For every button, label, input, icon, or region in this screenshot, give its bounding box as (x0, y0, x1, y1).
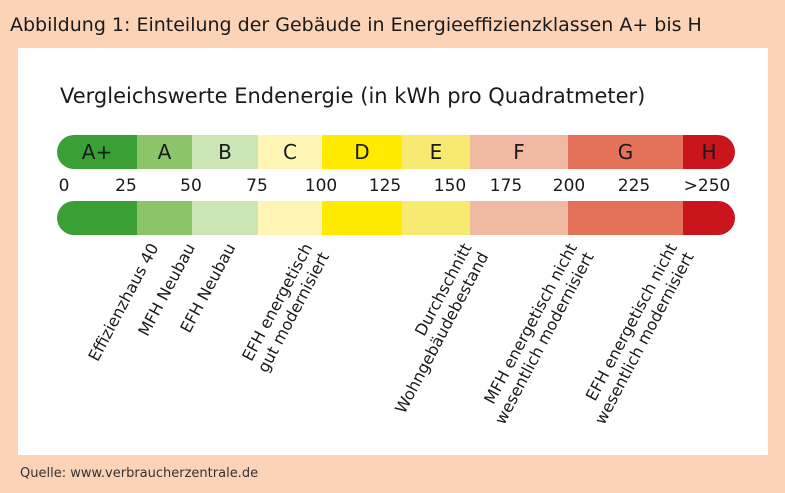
class-segment-d (322, 135, 402, 169)
energy-class-bar-top: A+ A B C D E F G H (57, 135, 735, 169)
scale-tick-label: 175 (489, 176, 523, 196)
class-segment-g (568, 135, 683, 169)
class-label: H (701, 140, 717, 164)
energy-class-bar-bottom (57, 201, 735, 235)
class-segment-b (192, 201, 258, 235)
scale-tick-label: >250 (683, 176, 731, 196)
class-label: C (283, 140, 297, 164)
scale-tick-label: 200 (552, 176, 586, 196)
scale-tick-label: 100 (304, 176, 338, 196)
figure-title: Abbildung 1: Einteilung der Gebäude in E… (10, 14, 702, 36)
chart-panel (18, 48, 768, 455)
scale-tick-label: 225 (617, 176, 651, 196)
class-segment-a (137, 135, 192, 169)
class-segment-a-plus (57, 201, 137, 235)
class-segment-a (137, 201, 192, 235)
class-label: A (157, 140, 172, 164)
class-label: G (617, 140, 634, 164)
chart-title: Vergleichswerte Endenergie (in kWh pro Q… (60, 84, 646, 108)
class-label: A+ (81, 140, 113, 164)
class-segment-g (568, 201, 683, 235)
class-segment-e (402, 135, 470, 169)
scale-tick-label: 125 (368, 176, 402, 196)
class-label: B (218, 140, 232, 164)
class-segment-c (258, 135, 322, 169)
source-note: Quelle: www.verbraucherzentrale.de (20, 466, 259, 481)
class-segment-c (258, 201, 322, 235)
scale-tick-label: 25 (115, 176, 137, 196)
scale-tick-label: 0 (58, 176, 70, 196)
class-label: D (354, 140, 370, 164)
class-segment-f (470, 135, 568, 169)
class-segment-h (683, 135, 735, 169)
scale-tick-label: 150 (433, 176, 467, 196)
class-segment-b (192, 135, 258, 169)
class-label: F (513, 140, 525, 164)
scale-tick-label: 75 (246, 176, 268, 196)
class-segment-h (683, 201, 735, 235)
class-segment-d (322, 201, 402, 235)
scale-tick-label: 50 (180, 176, 202, 196)
class-segment-f (470, 201, 568, 235)
class-segment-e (402, 201, 470, 235)
class-segment-a-plus (57, 135, 137, 169)
class-label: E (429, 140, 443, 164)
